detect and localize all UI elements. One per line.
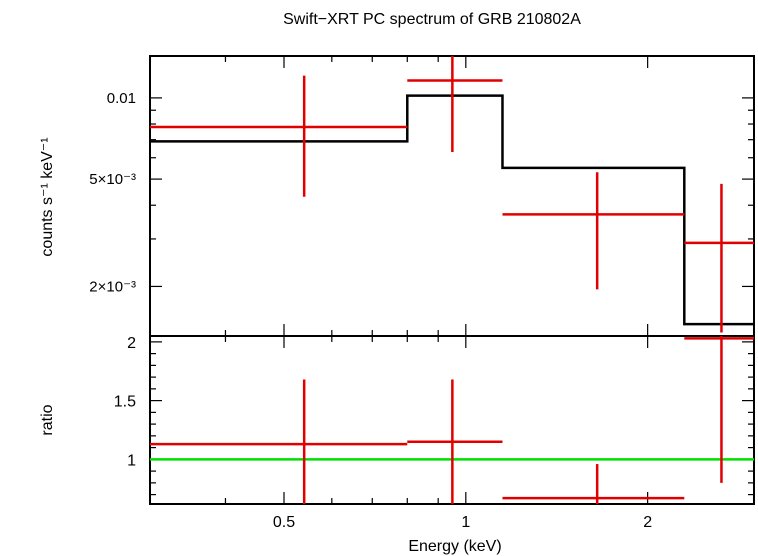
ratio-data-point <box>684 336 754 483</box>
y-tick-label: 2×10⁻³ <box>89 278 136 295</box>
spectrum-data-point <box>684 183 754 333</box>
spectrum-y-ticks: 2×10⁻³ 5×10⁻³ 0.01 <box>89 90 754 295</box>
ratio-y-ticks: 11.52 <box>114 335 754 496</box>
x-axis-label: Energy (keV) <box>408 538 501 555</box>
ratio-data-point <box>407 379 503 504</box>
spectrum-data-point <box>407 56 503 153</box>
spectrum-data-points <box>150 56 754 333</box>
spectrum-data-point <box>150 75 408 197</box>
x-tick-label: 0.5 <box>273 514 295 531</box>
model-steps <box>150 94 754 326</box>
ratio-data-point <box>502 464 685 504</box>
model-step-line <box>150 94 754 326</box>
spectrum-x-ticks <box>149 56 755 336</box>
y-tick-label: 1 <box>127 452 136 469</box>
y-tick-label: 2 <box>127 335 136 352</box>
ratio-data-point <box>150 379 408 504</box>
y-tick-label: 0.01 <box>107 90 136 107</box>
chart-title: Swift−XRT PC spectrum of GRB 210802A <box>283 11 581 28</box>
ratio-data-points <box>150 336 754 504</box>
y-tick-label: 5×10⁻³ <box>89 171 136 188</box>
x-tick-label: 1 <box>461 514 470 531</box>
y-tick-label: 1.5 <box>114 394 136 411</box>
ratio-x-ticks <box>149 336 755 504</box>
ratio-panel: 11.52 <box>114 335 755 505</box>
x-tick-labels: 0.5 1 2 <box>273 514 652 531</box>
spectrum-y-axis-label: counts s⁻¹ keV⁻¹ <box>39 137 56 256</box>
x-tick-label: 2 <box>643 514 652 531</box>
ratio-y-axis-label: ratio <box>39 404 56 435</box>
spectrum-data-point <box>502 172 685 290</box>
spectrum-panel: 2×10⁻³ 5×10⁻³ 0.01 <box>89 55 755 337</box>
